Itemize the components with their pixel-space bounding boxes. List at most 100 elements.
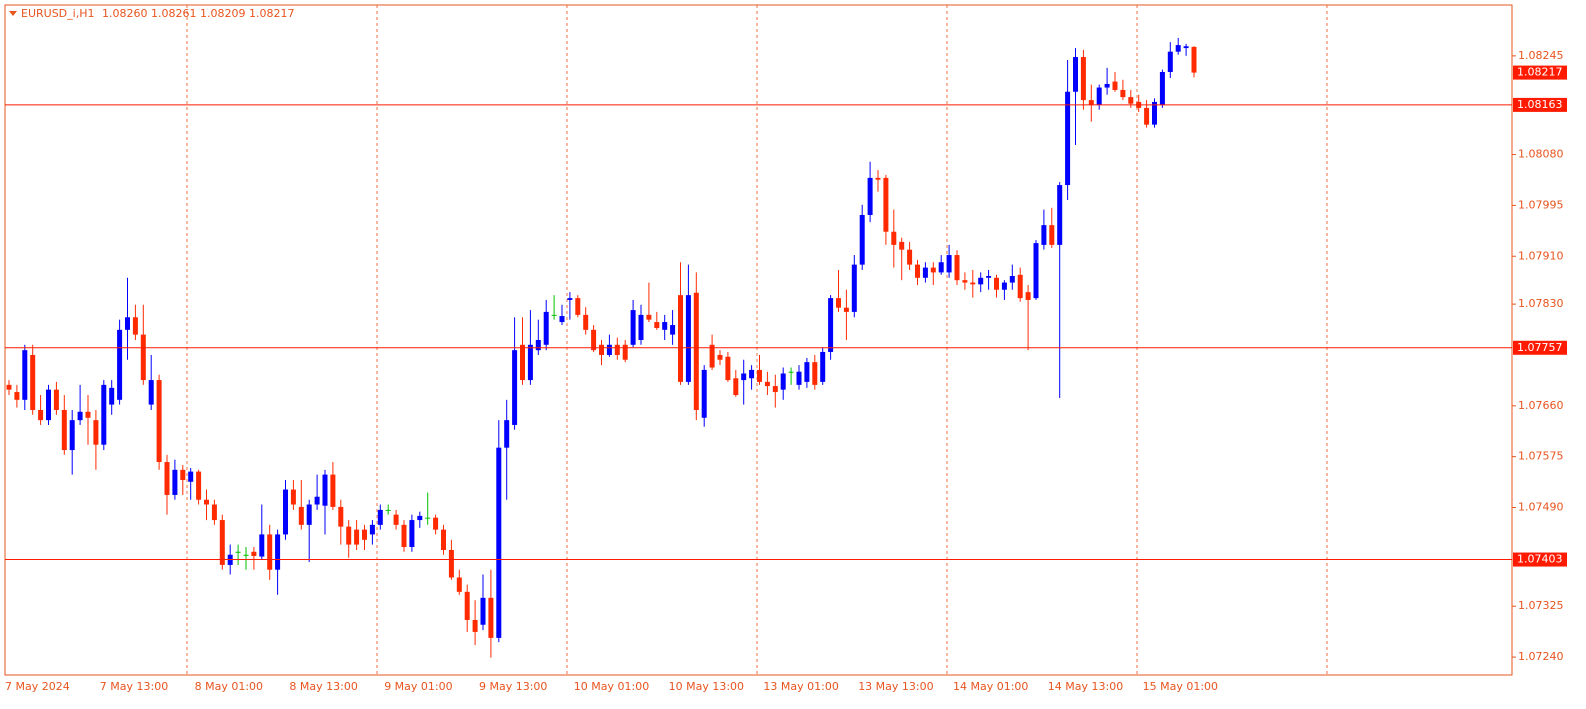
candle-body	[1144, 107, 1150, 125]
candle-body	[591, 329, 597, 351]
candle-body	[599, 344, 604, 355]
candle-body	[377, 509, 383, 525]
candle-body	[1025, 292, 1031, 300]
candle-body	[275, 534, 281, 570]
x-tick-label: 14 May 13:00	[1048, 680, 1123, 693]
candle-body	[298, 506, 304, 525]
x-tick-label: 9 May 01:00	[384, 680, 452, 693]
candle-body	[946, 255, 952, 273]
candle-body	[527, 344, 533, 381]
candle-body	[1080, 57, 1086, 101]
candle-body	[1041, 225, 1047, 245]
y-tick-label: 1.07490	[1518, 501, 1564, 514]
x-tick-label: 14 May 01:00	[953, 680, 1028, 693]
candle-body	[290, 489, 296, 505]
x-tick-label: 8 May 01:00	[195, 680, 263, 693]
candle-body	[836, 298, 841, 308]
candle-body	[85, 411, 91, 418]
candle-body	[267, 534, 273, 570]
candle-body	[109, 387, 115, 405]
candle-body	[38, 409, 44, 421]
candle-body	[117, 329, 123, 400]
level-label-box	[1513, 552, 1567, 567]
candle-body	[670, 325, 676, 335]
candle-body	[346, 526, 352, 545]
candle-body	[93, 420, 99, 445]
candle-body	[164, 462, 170, 495]
candle-body	[843, 307, 849, 312]
candle-body	[132, 317, 138, 335]
candle-body	[425, 517, 431, 519]
candle-body	[385, 509, 391, 511]
candle-body	[409, 520, 415, 547]
candle-body	[46, 389, 51, 421]
candle-body	[780, 373, 786, 390]
candle-body	[393, 514, 399, 525]
candle-body	[504, 420, 510, 448]
candle-body	[1167, 51, 1173, 72]
candle-body	[219, 520, 225, 565]
candle-body	[978, 277, 984, 285]
candle-body	[520, 344, 525, 381]
candle-body	[148, 380, 154, 405]
candle-body	[22, 350, 28, 400]
candle-body	[369, 524, 375, 535]
candle-body	[362, 529, 367, 540]
candle-body	[53, 389, 59, 410]
candle-body	[812, 362, 818, 385]
candle-body	[306, 504, 312, 525]
candle-body	[211, 504, 217, 521]
y-tick-label: 1.07910	[1518, 249, 1564, 262]
candle-body	[559, 316, 565, 323]
candle-body	[630, 310, 636, 345]
candle-body	[314, 496, 320, 505]
candle-body	[662, 322, 668, 330]
x-tick-label: 10 May 01:00	[574, 680, 649, 693]
candle-body	[1057, 185, 1063, 245]
candle-body	[930, 267, 936, 273]
candle-body	[1128, 97, 1134, 104]
candle-body	[685, 295, 691, 382]
candle-body	[259, 534, 265, 557]
candle-body	[472, 619, 478, 632]
candle-body	[693, 292, 699, 410]
candle-body	[6, 384, 12, 390]
candle-body	[188, 471, 194, 482]
candle-body	[614, 344, 620, 355]
candle-body	[804, 362, 810, 382]
candle-body	[140, 334, 146, 381]
candle-body	[1183, 46, 1189, 49]
candle-body	[796, 371, 802, 385]
y-tick-label: 1.08080	[1518, 148, 1564, 161]
candle-body	[638, 314, 644, 340]
level-label: 1.07403	[1517, 553, 1563, 566]
candle-body	[180, 469, 186, 480]
candle-body	[1065, 91, 1071, 186]
candle-body	[970, 282, 976, 285]
candle-body	[954, 255, 960, 281]
candle-body	[543, 311, 549, 345]
level-label: 1.07757	[1517, 341, 1563, 354]
chart-title: EURUSD_i,H1	[21, 7, 94, 20]
candle-body	[196, 471, 202, 500]
level-label-box	[1513, 97, 1567, 112]
x-tick-label: 7 May 13:00	[100, 680, 168, 693]
candle-body	[338, 506, 344, 527]
candle-body	[875, 177, 881, 180]
candle-body	[583, 314, 589, 330]
candle-body	[749, 369, 755, 379]
candle-body	[764, 381, 770, 387]
candle-body	[622, 344, 628, 360]
candle-body	[14, 392, 20, 400]
candle-body	[922, 267, 928, 278]
x-tick-label: 15 May 01:00	[1143, 680, 1218, 693]
candle-body	[646, 314, 652, 320]
candle-body	[1191, 46, 1197, 73]
candle-body	[867, 177, 873, 215]
candle-body	[401, 524, 407, 547]
candle-body	[883, 177, 889, 232]
candle-body	[1049, 225, 1055, 245]
last-price-label: 1.08217	[1517, 66, 1563, 79]
